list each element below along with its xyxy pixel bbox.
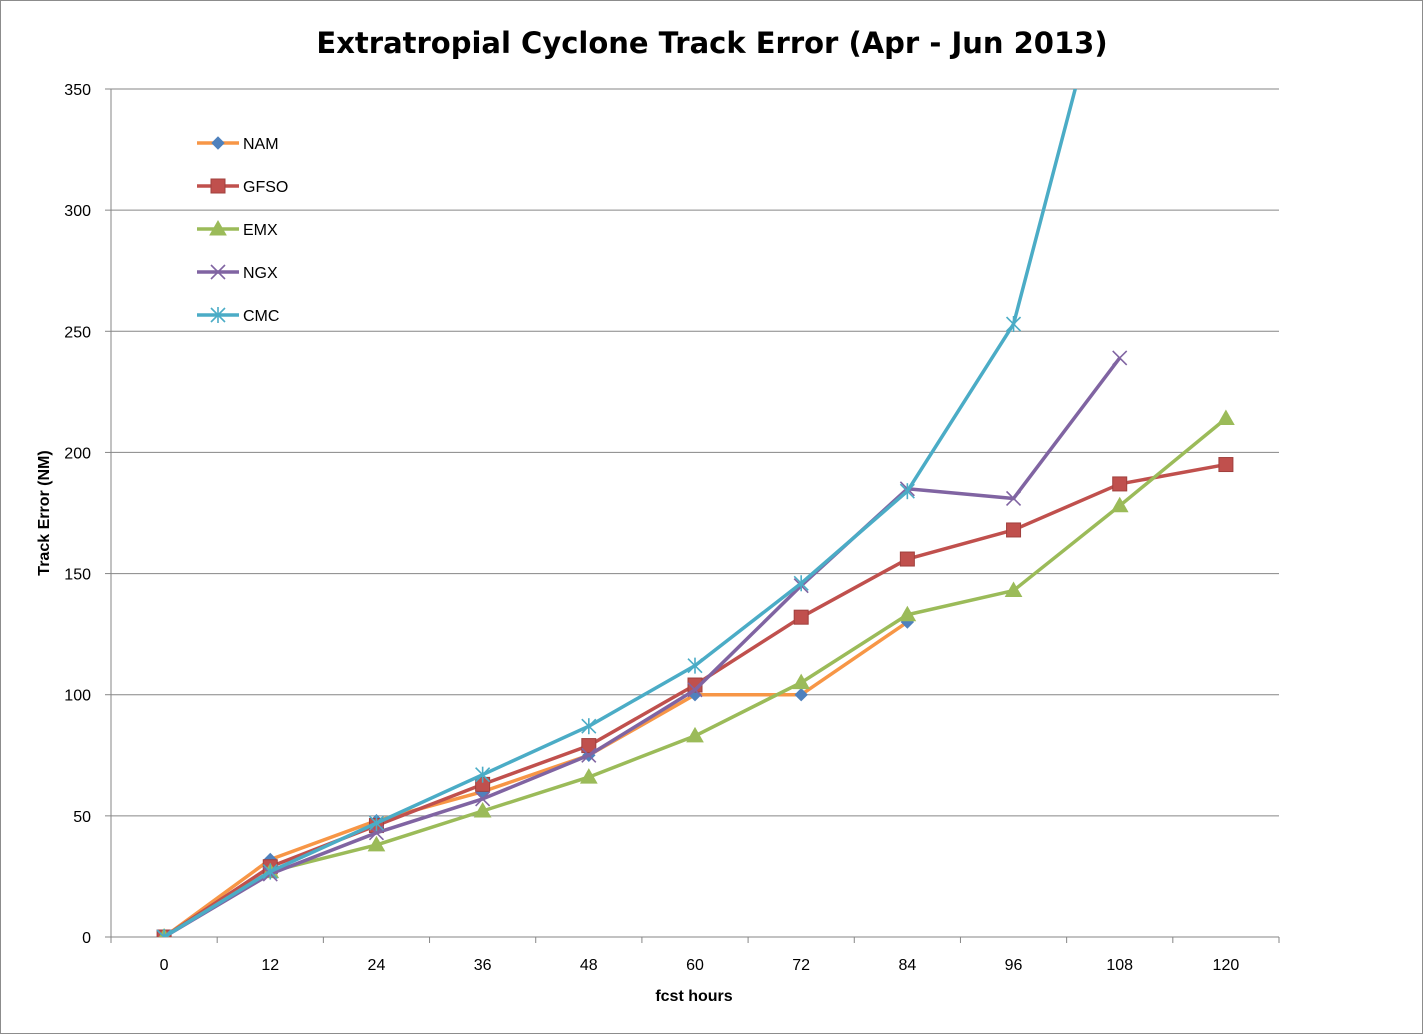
legend-label-nam: NAM: [243, 136, 279, 153]
data-point-cmc: [899, 483, 915, 500]
series-line-ngx: [163, 356, 1122, 937]
y-tick-label: 0: [82, 930, 91, 947]
x-tick-label: 24: [368, 957, 386, 974]
legend-entry-ngx: NGX: [197, 264, 278, 282]
x-tick-label: 120: [1213, 957, 1240, 974]
data-point-gfso: [1112, 476, 1128, 492]
data-point-cmc: [581, 718, 597, 735]
legend-label-cmc: CMC: [243, 308, 279, 325]
legend-marker-emx: [209, 219, 227, 236]
series-emx: [158, 409, 1235, 937]
y-tick-label: 250: [64, 324, 91, 341]
chart-title: Extratropial Cyclone Track Error (Apr - …: [316, 26, 1107, 60]
data-point-cmc: [156, 929, 172, 937]
legend-entry-cmc: CMC: [197, 307, 279, 325]
data-point-emx: [1004, 581, 1023, 598]
legend-label-ngx: NGX: [243, 265, 278, 282]
legend-entry-gfso: GFSO: [197, 178, 288, 196]
data-point-gfso: [793, 609, 809, 625]
data-point-ngx: [1112, 350, 1128, 366]
data-point-ngx: [1005, 490, 1022, 507]
data-point-cmc: [1005, 316, 1022, 333]
x-tick-label: 36: [474, 957, 492, 974]
data-point-emx: [792, 673, 811, 690]
data-point-emx: [367, 835, 386, 852]
data-point-emx: [579, 768, 598, 784]
legend: NAM GFSO EMX NGX CMC: [197, 136, 288, 325]
x-tick-label: 12: [261, 957, 279, 974]
y-tick-label: 150: [64, 567, 91, 584]
tick-labels: 0 50 100 150 200 250 300 350 0 12 24 36 48 60 72 84 96 10…: [64, 82, 1239, 974]
data-point-gfso: [899, 551, 915, 567]
data-point-nam: [794, 688, 808, 702]
data-point-ngx: [475, 791, 491, 807]
y-tick-label: 100: [64, 688, 91, 705]
x-tick-label: 0: [160, 957, 169, 974]
legend-marker-cmc: [210, 307, 226, 323]
series-lines: [156, 89, 1235, 937]
data-point-emx: [473, 802, 492, 818]
data-point-ngx: [581, 747, 597, 763]
series-line-nam: [163, 620, 909, 937]
data-point-cmc: [687, 657, 703, 674]
data-point-gfso: [1006, 522, 1022, 538]
legend-label-emx: EMX: [243, 222, 278, 239]
series-nam: [157, 615, 915, 937]
series-cmc: [156, 89, 1078, 937]
data-point-gfso: [1218, 457, 1234, 473]
x-tick-label: 84: [898, 957, 916, 974]
x-tick-label: 96: [1005, 957, 1023, 974]
x-tick-label: 60: [686, 957, 704, 974]
data-point-emx: [1217, 409, 1235, 426]
legend-marker-ngx: [210, 264, 226, 280]
data-point-cmc: [793, 575, 809, 592]
x-tick-label: 48: [580, 957, 598, 974]
y-tick-label: 350: [64, 82, 91, 99]
data-point-emx: [1110, 496, 1129, 513]
x-axis-label: fcst hours: [655, 988, 732, 1005]
legend-entry-nam: NAM: [197, 136, 279, 153]
data-point-emx: [686, 726, 704, 743]
legend-label-gfso: GFSO: [243, 179, 288, 196]
y-tick-label: 200: [64, 445, 91, 462]
data-point-gfso: [581, 738, 597, 754]
x-tick-label: 108: [1106, 957, 1133, 974]
y-axis-label: Track Error (NM): [36, 450, 53, 575]
series-line-cmc: [163, 89, 1078, 937]
data-point-ngx: [687, 682, 703, 698]
y-tick-label: 300: [64, 203, 91, 220]
x-tick-label: 72: [792, 957, 810, 974]
legend-marker-gfso: [210, 178, 226, 194]
data-point-cmc: [475, 766, 491, 783]
data-point-cmc: [368, 815, 385, 832]
legend-entry-emx: EMX: [197, 219, 278, 239]
data-point-emx: [898, 605, 917, 622]
data-point-cmc: [262, 863, 278, 880]
legend-marker-nam: [211, 136, 225, 150]
y-tick-label: 50: [73, 809, 91, 826]
axes: [105, 88, 1280, 943]
grid-lines: [111, 88, 1279, 817]
